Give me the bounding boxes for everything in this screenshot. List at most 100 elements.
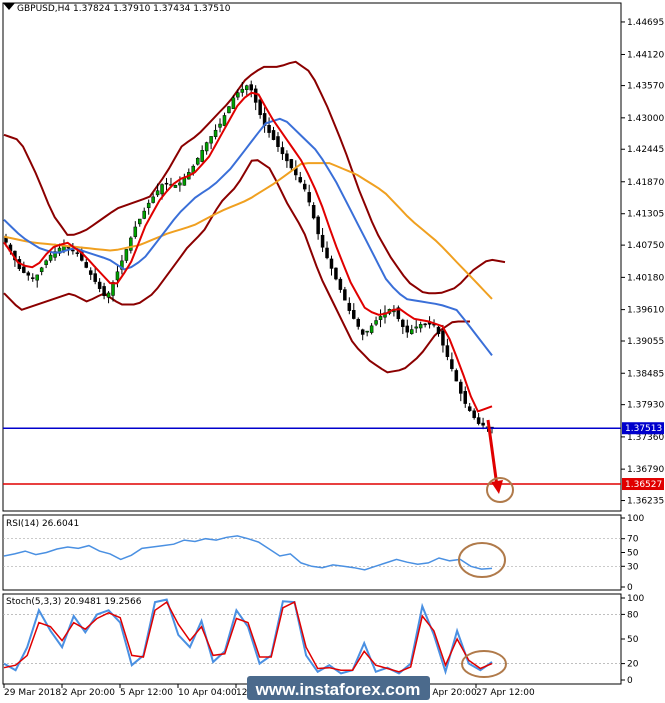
candle xyxy=(459,379,463,402)
stoch-tick-label: 20 xyxy=(627,660,639,670)
candle xyxy=(325,241,329,260)
candle xyxy=(405,319,410,338)
candle xyxy=(338,277,343,293)
candle xyxy=(450,352,454,372)
candle xyxy=(39,266,44,276)
candle xyxy=(441,324,445,353)
candle xyxy=(320,228,325,253)
rsi-tick-label: 50 xyxy=(627,549,639,559)
candle xyxy=(401,318,405,335)
price-title: GBPUSD,H4 1.37824 1.37910 1.37434 1.3751… xyxy=(17,4,231,14)
bollinger-lower xyxy=(3,159,470,374)
candle xyxy=(102,282,106,300)
candle xyxy=(253,85,258,111)
candle xyxy=(414,319,418,333)
rsi-tick-label: 30 xyxy=(627,562,639,572)
price-tick-label: 1.43000 xyxy=(627,114,664,124)
price-tick-label: 1.40180 xyxy=(627,273,664,283)
candle xyxy=(316,215,320,240)
price-level-tag xyxy=(622,478,664,491)
rsi-tick-label: 100 xyxy=(627,514,644,524)
candle xyxy=(369,323,374,335)
candle xyxy=(200,145,204,163)
candle xyxy=(227,105,231,114)
ma-red xyxy=(3,91,493,413)
candle xyxy=(204,141,209,155)
price-level-label: 1.36527 xyxy=(625,480,662,490)
candle xyxy=(481,417,485,430)
candle xyxy=(93,266,97,285)
candle xyxy=(285,150,289,168)
price-tick-label: 1.41305 xyxy=(627,210,664,220)
candle xyxy=(124,249,129,264)
candle xyxy=(245,84,249,97)
price-tick-label: 1.37360 xyxy=(627,433,664,443)
price-tick-label: 1.40750 xyxy=(627,241,664,251)
x-tick-label: 2 Apr 20:00 xyxy=(62,688,115,698)
candle xyxy=(360,328,365,341)
candle xyxy=(209,136,213,150)
price-y-axis: 1.44695 1.44120 1.43570 1.43000 1.42445 1.418… xyxy=(621,18,664,507)
candle xyxy=(84,258,89,269)
price-tick-label: 1.44120 xyxy=(627,50,664,60)
stoch-panel xyxy=(2,593,622,685)
candle xyxy=(409,324,414,335)
candle xyxy=(106,291,111,304)
stoch-tick-label: 0 xyxy=(627,676,633,686)
candle xyxy=(138,218,142,227)
rsi-title: RSI(14) 26.6041 xyxy=(6,519,79,529)
candle xyxy=(374,316,378,327)
candle xyxy=(289,158,294,171)
stoch-signal-line xyxy=(3,600,493,673)
rsi-tick-label: 70 xyxy=(627,535,639,545)
price-level-tag xyxy=(622,422,664,435)
candle xyxy=(44,259,48,269)
price-tick-label: 1.38485 xyxy=(627,369,664,379)
x-tick-label: 10 Apr 04:00 xyxy=(178,688,237,698)
candle xyxy=(142,207,146,220)
price-tick-label: 1.44695 xyxy=(627,18,664,28)
candle xyxy=(334,267,338,281)
stoch-tick-label: 50 xyxy=(627,635,639,645)
circle-brown xyxy=(458,542,506,578)
candle xyxy=(31,273,35,282)
price-panel xyxy=(2,2,622,512)
candle xyxy=(343,286,347,301)
price-tick-label: 1.39055 xyxy=(627,337,664,347)
rsi-panel xyxy=(2,514,622,591)
arrow-down-red xyxy=(486,419,503,494)
x-tick-label: 24 Apr 20:00 xyxy=(418,688,477,698)
candle xyxy=(195,157,200,166)
price-tick-label: 1.41870 xyxy=(627,178,664,188)
moving-averages xyxy=(3,91,493,413)
candle xyxy=(423,322,427,328)
candle xyxy=(22,261,26,274)
candle xyxy=(173,184,178,188)
candle xyxy=(26,270,31,281)
candle xyxy=(236,89,240,101)
candle xyxy=(396,305,401,322)
x-tick-label: 29 Mar 2018 xyxy=(4,688,61,698)
candle xyxy=(347,297,352,315)
bollinger-bands xyxy=(3,60,506,374)
bollinger-upper xyxy=(3,60,506,295)
candle xyxy=(88,267,93,280)
candle xyxy=(378,309,383,328)
candle xyxy=(311,202,316,220)
x-tick-label: 27 Apr 12:00 xyxy=(476,688,535,698)
candle xyxy=(249,80,253,98)
price-tick-label: 1.42445 xyxy=(627,145,664,155)
price-tick-label: 1.39610 xyxy=(627,306,664,316)
candle xyxy=(133,221,138,239)
candle xyxy=(240,82,245,97)
candle xyxy=(97,278,102,293)
collapse-arrow-icon[interactable] xyxy=(3,3,15,10)
price-tick-label: 1.43570 xyxy=(627,82,664,92)
rsi-line xyxy=(3,535,493,571)
candle xyxy=(445,338,450,361)
candle xyxy=(307,184,311,207)
price-level-label: 1.37513 xyxy=(625,424,662,434)
candle xyxy=(463,386,467,408)
stoch-series xyxy=(3,598,493,676)
